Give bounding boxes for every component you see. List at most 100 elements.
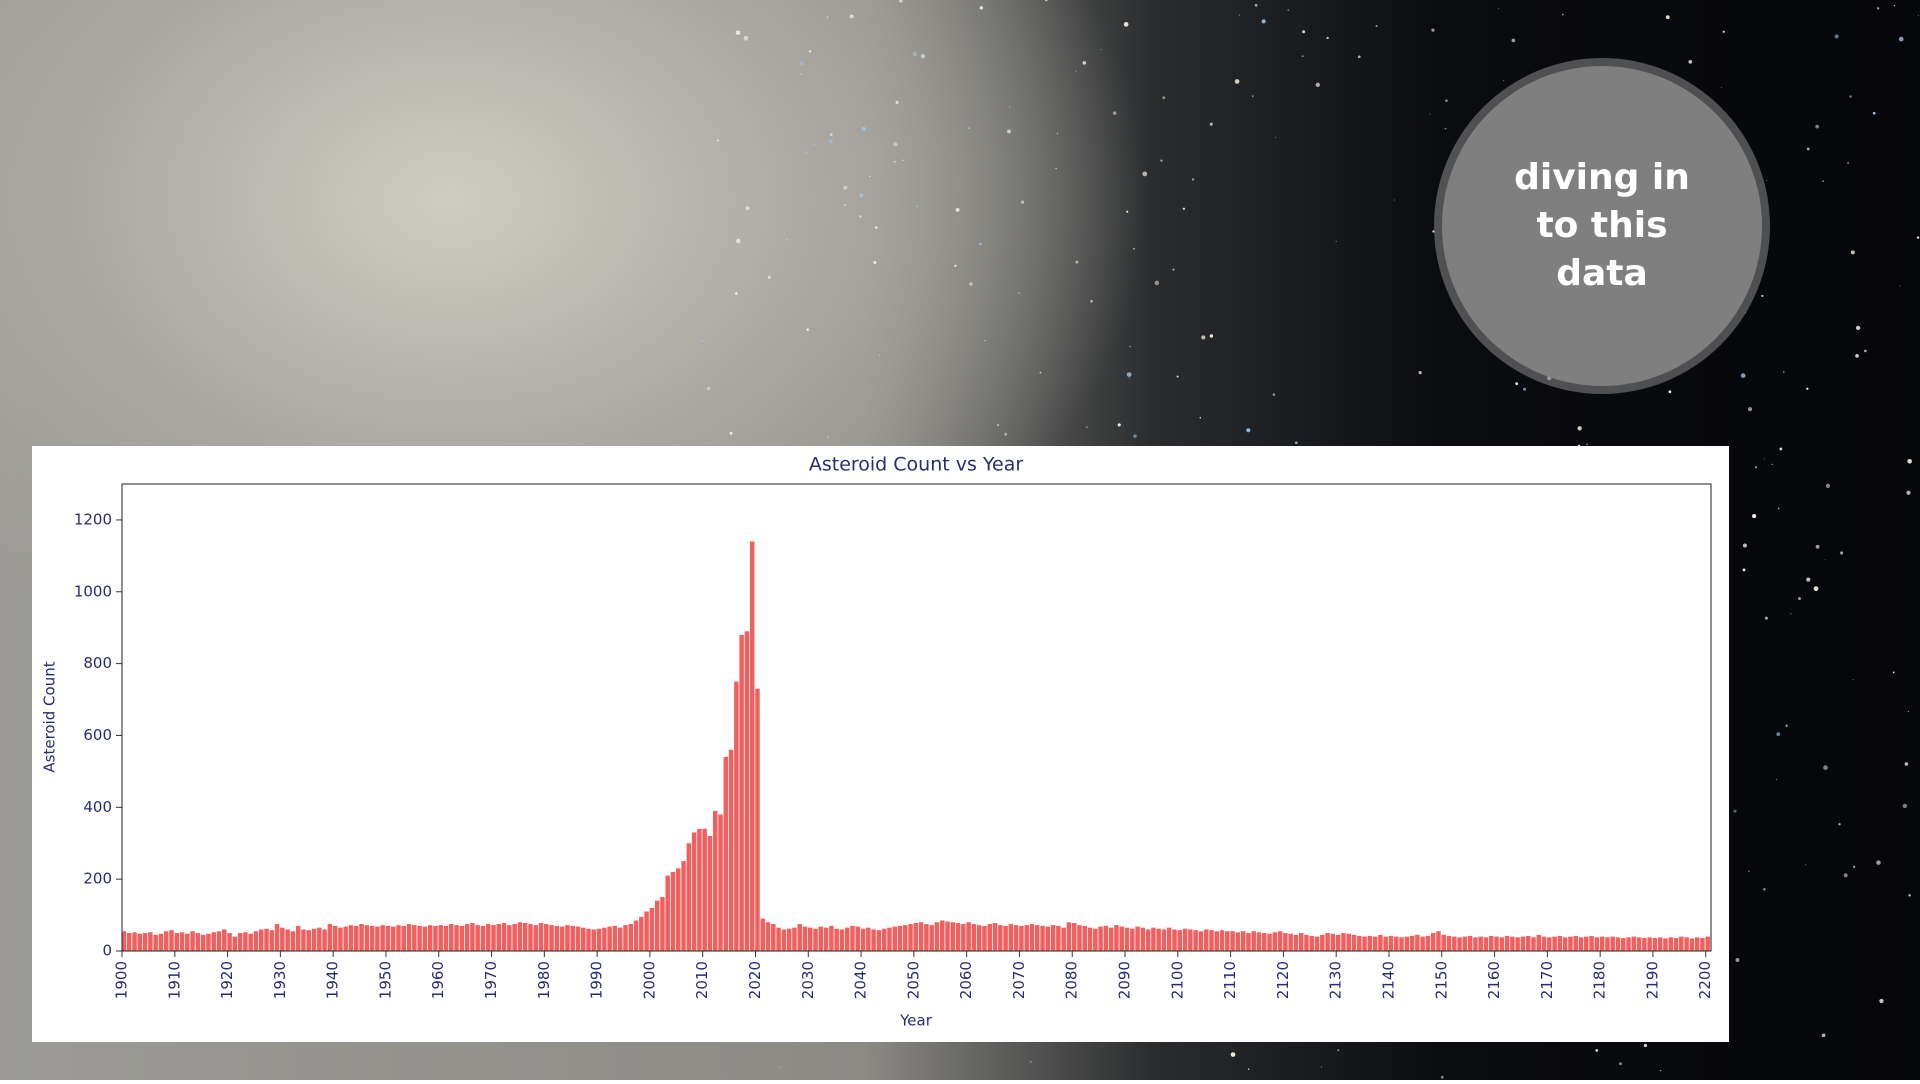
bar (1467, 935, 1473, 951)
bar (1668, 937, 1673, 951)
bar (1462, 936, 1468, 951)
bar (1029, 924, 1035, 951)
star (1515, 382, 1519, 386)
star (1876, 860, 1881, 865)
bar (1615, 937, 1621, 951)
bar (417, 925, 422, 951)
bar (1430, 933, 1436, 951)
bar (670, 871, 676, 951)
star (1326, 36, 1329, 40)
x-tick-label: 1960 (429, 961, 447, 999)
x-tick-label: 2130 (1327, 961, 1345, 999)
callout-circle: diving in to this data (1442, 66, 1762, 386)
bar (1272, 932, 1278, 951)
star (873, 261, 877, 264)
bar (1071, 922, 1077, 951)
star (1805, 864, 1807, 866)
bar (280, 927, 285, 951)
bar (1066, 922, 1072, 951)
bar (1166, 927, 1172, 951)
star (1840, 551, 1844, 555)
star (1432, 230, 1435, 233)
bar (808, 927, 813, 951)
star (878, 354, 881, 357)
bar (755, 688, 760, 951)
bar (174, 933, 180, 951)
bar (454, 925, 459, 951)
bar (464, 924, 470, 951)
star (1246, 428, 1251, 433)
bar (185, 933, 190, 951)
bar (406, 924, 412, 951)
bar (285, 929, 290, 951)
bar (1494, 936, 1499, 951)
bar (1362, 936, 1367, 951)
bar (121, 931, 127, 951)
x-tick-label: 2180 (1591, 961, 1609, 999)
bar (332, 925, 338, 951)
star (1497, 7, 1499, 9)
bar (644, 911, 649, 951)
bar (1035, 925, 1040, 951)
bar (364, 925, 370, 951)
bar (776, 927, 781, 951)
star (869, 175, 871, 178)
bar (712, 810, 718, 951)
bar (306, 930, 311, 951)
x-tick-label: 2040 (852, 961, 870, 999)
bar (1562, 937, 1568, 951)
bar (412, 925, 417, 951)
star (895, 100, 899, 104)
star (1315, 82, 1320, 88)
star (1785, 724, 1788, 727)
star (1075, 70, 1077, 72)
star (1850, 250, 1855, 255)
bar (163, 931, 169, 951)
bar (1452, 936, 1457, 951)
star (1688, 59, 1693, 64)
star (800, 73, 802, 75)
star (1595, 1049, 1599, 1052)
bar (1283, 933, 1288, 951)
star (1721, 87, 1723, 89)
x-tick-label: 2100 (1168, 961, 1186, 999)
bar (1325, 933, 1330, 951)
bar (264, 928, 269, 951)
star (1855, 354, 1859, 358)
bar (1251, 931, 1256, 951)
star (969, 282, 973, 286)
bar (475, 925, 480, 951)
star (1172, 268, 1175, 271)
x-tick-label: 1980 (535, 961, 553, 999)
star (1561, 13, 1564, 16)
bar (918, 922, 924, 951)
star (1776, 779, 1778, 781)
star (1272, 393, 1276, 396)
bar (1024, 925, 1029, 951)
star (1916, 236, 1920, 239)
star (1825, 483, 1831, 489)
bar (274, 924, 280, 951)
bar (227, 933, 232, 951)
bar (686, 843, 692, 951)
bar (253, 931, 259, 951)
star (916, 205, 919, 208)
x-tick-label: 2150 (1432, 961, 1450, 999)
star (1744, 312, 1747, 314)
bar (718, 814, 723, 951)
bar (317, 927, 322, 951)
star (1740, 373, 1746, 378)
bar (438, 925, 443, 951)
star (1907, 458, 1912, 464)
bar (623, 925, 628, 951)
bar (1457, 937, 1462, 951)
x-tick-label: 2020 (746, 961, 764, 999)
star (1182, 207, 1186, 211)
star (1798, 597, 1801, 600)
star (893, 160, 896, 163)
star (1418, 371, 1422, 375)
bar (1420, 936, 1425, 951)
star (1254, 3, 1258, 7)
bar (522, 922, 528, 951)
bar (950, 922, 956, 951)
